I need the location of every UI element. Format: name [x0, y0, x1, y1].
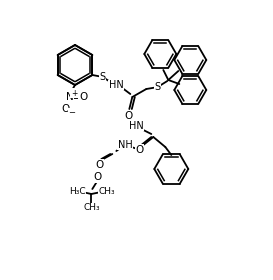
Text: N: N [66, 92, 74, 102]
Text: H₃C: H₃C [69, 188, 86, 197]
Text: CH₃: CH₃ [83, 204, 100, 213]
Text: O: O [135, 145, 143, 155]
Text: −: − [69, 109, 76, 118]
Text: O: O [79, 92, 87, 102]
Text: O: O [124, 111, 132, 121]
Text: S: S [99, 72, 105, 82]
Text: +: + [71, 88, 77, 97]
Text: HN: HN [109, 80, 124, 90]
Text: O: O [62, 104, 70, 114]
Text: CH₃: CH₃ [98, 188, 115, 197]
Text: O: O [93, 172, 102, 182]
Text: HN: HN [129, 121, 144, 131]
Text: S: S [154, 82, 160, 92]
Text: NH: NH [118, 140, 133, 150]
Text: O: O [95, 160, 103, 170]
